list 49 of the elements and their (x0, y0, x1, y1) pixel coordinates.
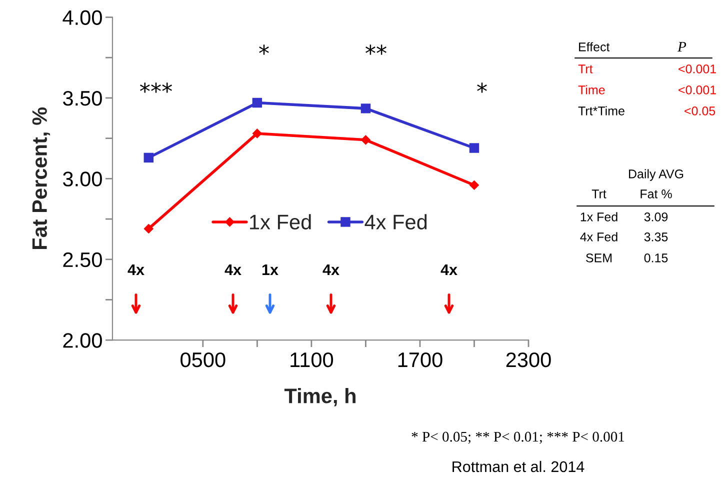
x-tick-label: 1100 (290, 352, 334, 368)
legend-label: 1x Fed (250, 214, 311, 230)
y-tick-label: 3.00 (63, 172, 102, 186)
annotation: 4x (440, 264, 458, 275)
point (252, 128, 262, 138)
annotation: 4x (322, 264, 340, 275)
annotation: 1x (262, 264, 278, 275)
annotation: * (259, 44, 269, 55)
annotation: *** (140, 82, 172, 93)
y-tick-label: 2.50 (63, 252, 102, 268)
point (469, 143, 480, 153)
text: SEM (586, 254, 612, 262)
point (360, 135, 371, 145)
text: P (677, 42, 686, 52)
y-axis-title: Fat Percent, % (32, 107, 50, 250)
text: <0.05 (684, 106, 716, 116)
text: Trt (592, 190, 606, 198)
text: 4x Fed (580, 232, 618, 242)
point (360, 104, 371, 114)
point (469, 180, 480, 190)
text: Trt*Time (578, 106, 624, 116)
text: Rottman et al. 2014 (452, 460, 584, 472)
annotation: 4x (224, 264, 242, 275)
point (144, 224, 154, 234)
x-axis-title: Time, h (284, 388, 356, 406)
annotation: ** (366, 44, 386, 55)
text: 0.15 (644, 254, 668, 262)
text: Fat % (640, 190, 672, 198)
text: Effect (579, 42, 610, 52)
text: Trt (578, 64, 593, 74)
text: <0.001 (678, 86, 716, 94)
text: Time (578, 85, 605, 94)
point (144, 152, 154, 163)
x-tick-label: 0500 (180, 352, 226, 368)
text: 1x Fed (580, 212, 618, 222)
text: Daily AVG (629, 169, 684, 181)
x-tick-label: 2300 (506, 352, 551, 368)
annotation: * (477, 82, 487, 93)
text: 3.35 (644, 232, 668, 242)
point (252, 98, 262, 108)
annotation: 4x (128, 264, 144, 275)
x-tick-label: 1700 (398, 352, 442, 368)
legend-label: 4x Fed (364, 214, 427, 230)
y-tick-label: 2.00 (63, 333, 102, 348)
y-tick-label: 3.50 (63, 90, 102, 106)
text: * P< 0.05; ** P< 0.01; *** P< 0.001 (412, 432, 624, 444)
text: <0.001 (678, 64, 716, 74)
text: 3.09 (644, 212, 668, 222)
y-tick-label: 4.00 (62, 10, 102, 25)
